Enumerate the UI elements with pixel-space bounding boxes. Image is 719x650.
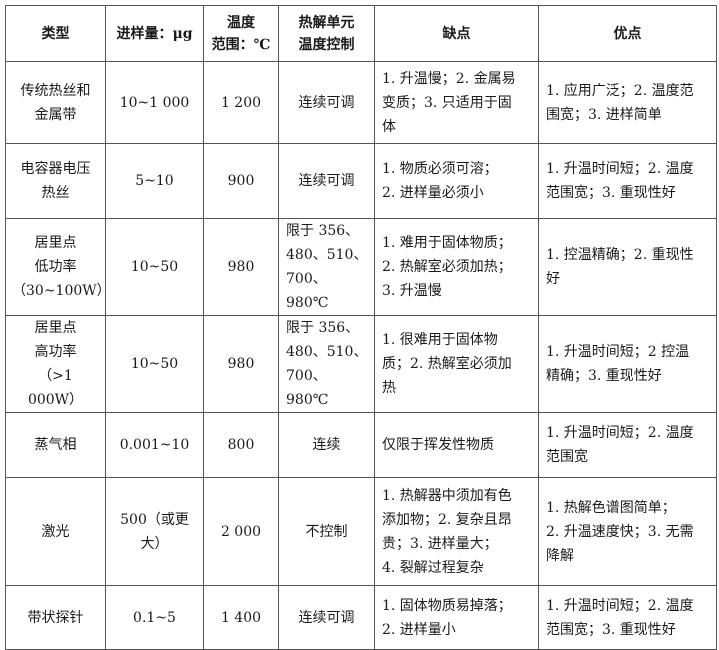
cell-sample-amount: 10~50 bbox=[105, 218, 204, 316]
header-cons: 缺点 bbox=[374, 5, 539, 62]
cell-cons: 1. 升温慢；2. 金属易 变质；3. 只适用于固 体 bbox=[374, 61, 539, 144]
table-row: 带状探针 0.1~5 1 400 连续可调 1. 固体物质易掉落； 2. 进样量小 1. … bbox=[5, 585, 717, 650]
cell-temp-range: 900 bbox=[203, 143, 279, 219]
cell-temp-control: 连续 bbox=[278, 412, 375, 478]
cell-temp-range: 2 000 bbox=[203, 477, 279, 586]
cell-temp-range: 1 200 bbox=[203, 61, 279, 144]
cell-cons: 1. 物质必须可溶； 2. 进样量必须小 bbox=[374, 143, 539, 219]
cell-sample-amount: 5~10 bbox=[105, 143, 204, 219]
header-temp-control: 热解单元 温度控制 bbox=[278, 5, 375, 62]
cell-sample-amount: 500（或更 大） bbox=[105, 477, 204, 586]
cell-type: 激光 bbox=[5, 477, 106, 586]
cell-temp-range: 980 bbox=[203, 315, 279, 413]
cell-type: 蒸气相 bbox=[5, 412, 106, 478]
cell-temp-control: 连续可调 bbox=[278, 585, 375, 650]
cell-cons: 仅限于挥发性物质 bbox=[374, 412, 539, 478]
header-row: 类型 进样量：μg 温度 范围：℃ 热解单元 温度控制 缺点 优点 bbox=[5, 5, 717, 62]
header-pros: 优点 bbox=[538, 5, 717, 62]
cell-pros: 1. 应用广泛；2. 温度范 围宽；3. 进样简单 bbox=[538, 61, 717, 144]
cell-pros: 1. 控温精确；2. 重现性 好 bbox=[538, 218, 717, 316]
header-type: 类型 bbox=[5, 5, 106, 62]
cell-type: 带状探针 bbox=[5, 585, 106, 650]
cell-pros: 1. 升温时间短；2. 温度 范围宽 bbox=[538, 412, 717, 478]
cell-pros: 1. 升温时间短；2. 温度 范围宽；3. 重现性好 bbox=[538, 585, 717, 650]
cell-type: 居里点 高功率 （>1 000W） bbox=[5, 315, 106, 413]
cell-temp-control: 不控制 bbox=[278, 477, 375, 586]
cell-temp-range: 800 bbox=[203, 412, 279, 478]
cell-cons: 1. 热解器中须加有色 添加物；2. 复杂且昂 贵；3. 进样量大； 4. 裂解… bbox=[374, 477, 539, 586]
table-row: 居里点 高功率 （>1 000W） 10~50 980 限于 356、 480、510… bbox=[5, 315, 717, 413]
cell-temp-control: 连续可调 bbox=[278, 143, 375, 219]
header-temp-range: 温度 范围：℃ bbox=[203, 5, 279, 62]
table-row: 蒸气相 0.001~10 800 连续 仅限于挥发性物质 1. 升温时间短；2. 温度 范… bbox=[5, 412, 717, 478]
cell-temp-range: 1 400 bbox=[203, 585, 279, 650]
header-sample-amount: 进样量：μg bbox=[105, 5, 204, 62]
cell-pros: 1. 热解色谱图简单； 2. 升温速度快；3. 无需 降解 bbox=[538, 477, 717, 586]
table-row: 激光 500（或更 大） 2 000 不控制 1. 热解器中须加有色 添加物；2. 复杂… bbox=[5, 477, 717, 586]
cell-sample-amount: 0.001~10 bbox=[105, 412, 204, 478]
pyrolyzer-comparison-table: 类型 进样量：μg 温度 范围：℃ 热解单元 温度控制 缺点 优点 传统热丝和 … bbox=[5, 5, 717, 650]
table-row: 居里点 低功率 （30~100W） 10~50 980 限于 356、 480、510… bbox=[5, 218, 717, 316]
cell-temp-control: 限于 356、 480、510、 700、980℃ bbox=[278, 218, 375, 316]
cell-temp-control: 连续可调 bbox=[278, 61, 375, 144]
cell-cons: 1. 固体物质易掉落； 2. 进样量小 bbox=[374, 585, 539, 650]
cell-sample-amount: 10~50 bbox=[105, 315, 204, 413]
table-row: 传统热丝和 金属带 10~1 000 1 200 连续可调 1. 升温慢；2. 金属易 … bbox=[5, 61, 717, 144]
cell-type: 电容器电压 热丝 bbox=[5, 143, 106, 219]
cell-type: 传统热丝和 金属带 bbox=[5, 61, 106, 144]
cell-temp-range: 980 bbox=[203, 218, 279, 316]
cell-pros: 1. 升温时间短；2 控温 精确；3. 重现性好 bbox=[538, 315, 717, 413]
cell-cons: 1. 难用于固体物质； 2. 热解室必须加热； 3. 升温慢 bbox=[374, 218, 539, 316]
table-row: 电容器电压 热丝 5~10 900 连续可调 1. 物质必须可溶； 2. 进样量必须小 1… bbox=[5, 143, 717, 219]
cell-sample-amount: 10~1 000 bbox=[105, 61, 204, 144]
cell-sample-amount: 0.1~5 bbox=[105, 585, 204, 650]
cell-pros: 1. 升温时间短；2. 温度 范围宽；3. 重现性好 bbox=[538, 143, 717, 219]
cell-temp-control: 限于 356、 480、510、 700、980℃ bbox=[278, 315, 375, 413]
cell-cons: 1. 很难用于固体物 质；2. 热解室必须加 热 bbox=[374, 315, 539, 413]
cell-type: 居里点 低功率 （30~100W） bbox=[5, 218, 111, 316]
